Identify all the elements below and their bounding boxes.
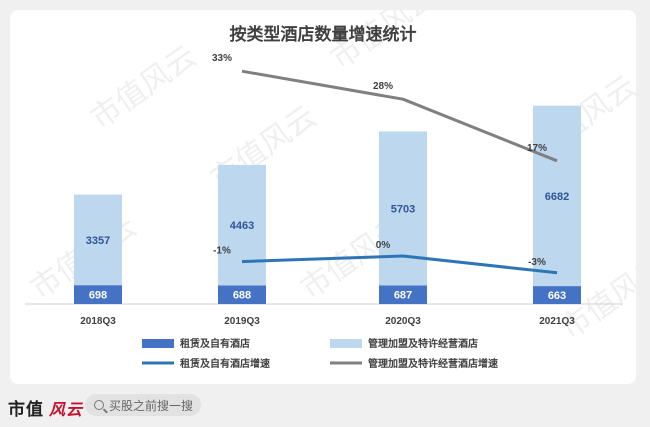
bar-franchise-label: 3357 — [86, 235, 110, 247]
x-tick-label: 2018Q3 — [80, 316, 116, 327]
search-icon — [94, 400, 104, 410]
line-franchise-growth-label: 33% — [212, 53, 232, 64]
bar-franchise — [379, 131, 427, 286]
bar-franchise — [533, 105, 581, 287]
bar-franchise — [74, 194, 122, 286]
bar-franchise-label: 6682 — [545, 191, 569, 203]
line-franchise-growth — [241, 69, 558, 163]
bar-self-label: 688 — [233, 290, 251, 302]
chart-card: 市值风云市值风云市值风云市值风云市值风云市值风云市值风云按类型酒店数量增速统计6… — [10, 10, 636, 384]
line-self-owned-growth-label: 0% — [376, 240, 391, 251]
line-self-owned-growth-label: -3% — [528, 257, 546, 268]
x-tick-label: 2020Q3 — [385, 316, 421, 327]
bar-franchise-label: 5703 — [391, 203, 415, 215]
legend-swatch — [330, 339, 362, 348]
bar-self-label: 663 — [548, 290, 566, 302]
brand-text: 市值 — [8, 400, 44, 420]
chart: 市值风云市值风云市值风云市值风云市值风云市值风云市值风云按类型酒店数量增速统计6… — [25, 10, 636, 370]
line-self-owned-growth-label: -1% — [213, 246, 231, 257]
line-self-owned-growth — [241, 254, 558, 275]
brand-mark: 风云 — [49, 400, 84, 419]
x-tick-label: 2021Q3 — [539, 316, 575, 327]
line-franchise-growth-label: 28% — [373, 81, 393, 92]
bar-self-label: 698 — [89, 290, 107, 302]
brand-logo[interactable]: 市值 风云 — [8, 395, 86, 420]
legend-label: 租赁及自有酒店 — [180, 337, 250, 350]
bar-self-owned — [74, 285, 122, 304]
bar-self-owned — [379, 285, 427, 304]
chart-title: 按类型酒店数量增速统计 — [230, 24, 417, 44]
bar-franchise-label: 4463 — [230, 220, 254, 232]
line-franchise-growth-label: 17% — [527, 143, 547, 154]
bar-self-label: 687 — [394, 290, 412, 302]
legend-swatch — [142, 339, 174, 348]
search-box[interactable]: 买股之前搜一搜 — [85, 394, 201, 416]
watermark-text: 市值风云 — [85, 39, 203, 136]
x-tick-label: 2019Q3 — [224, 316, 260, 327]
bar-self-owned — [218, 285, 266, 304]
search-placeholder: 买股之前搜一搜 — [109, 398, 194, 413]
bar-self-owned — [533, 286, 581, 304]
footer-bar: 市值 风云 买股之前搜一搜 — [0, 390, 650, 427]
bar-franchise — [218, 164, 266, 286]
legend-label: 管理加盟及特许经营酒店增速 — [368, 357, 498, 370]
legend-label: 管理加盟及特许经营酒店 — [368, 337, 478, 350]
legend-label: 租赁及自有酒店增速 — [180, 357, 270, 370]
